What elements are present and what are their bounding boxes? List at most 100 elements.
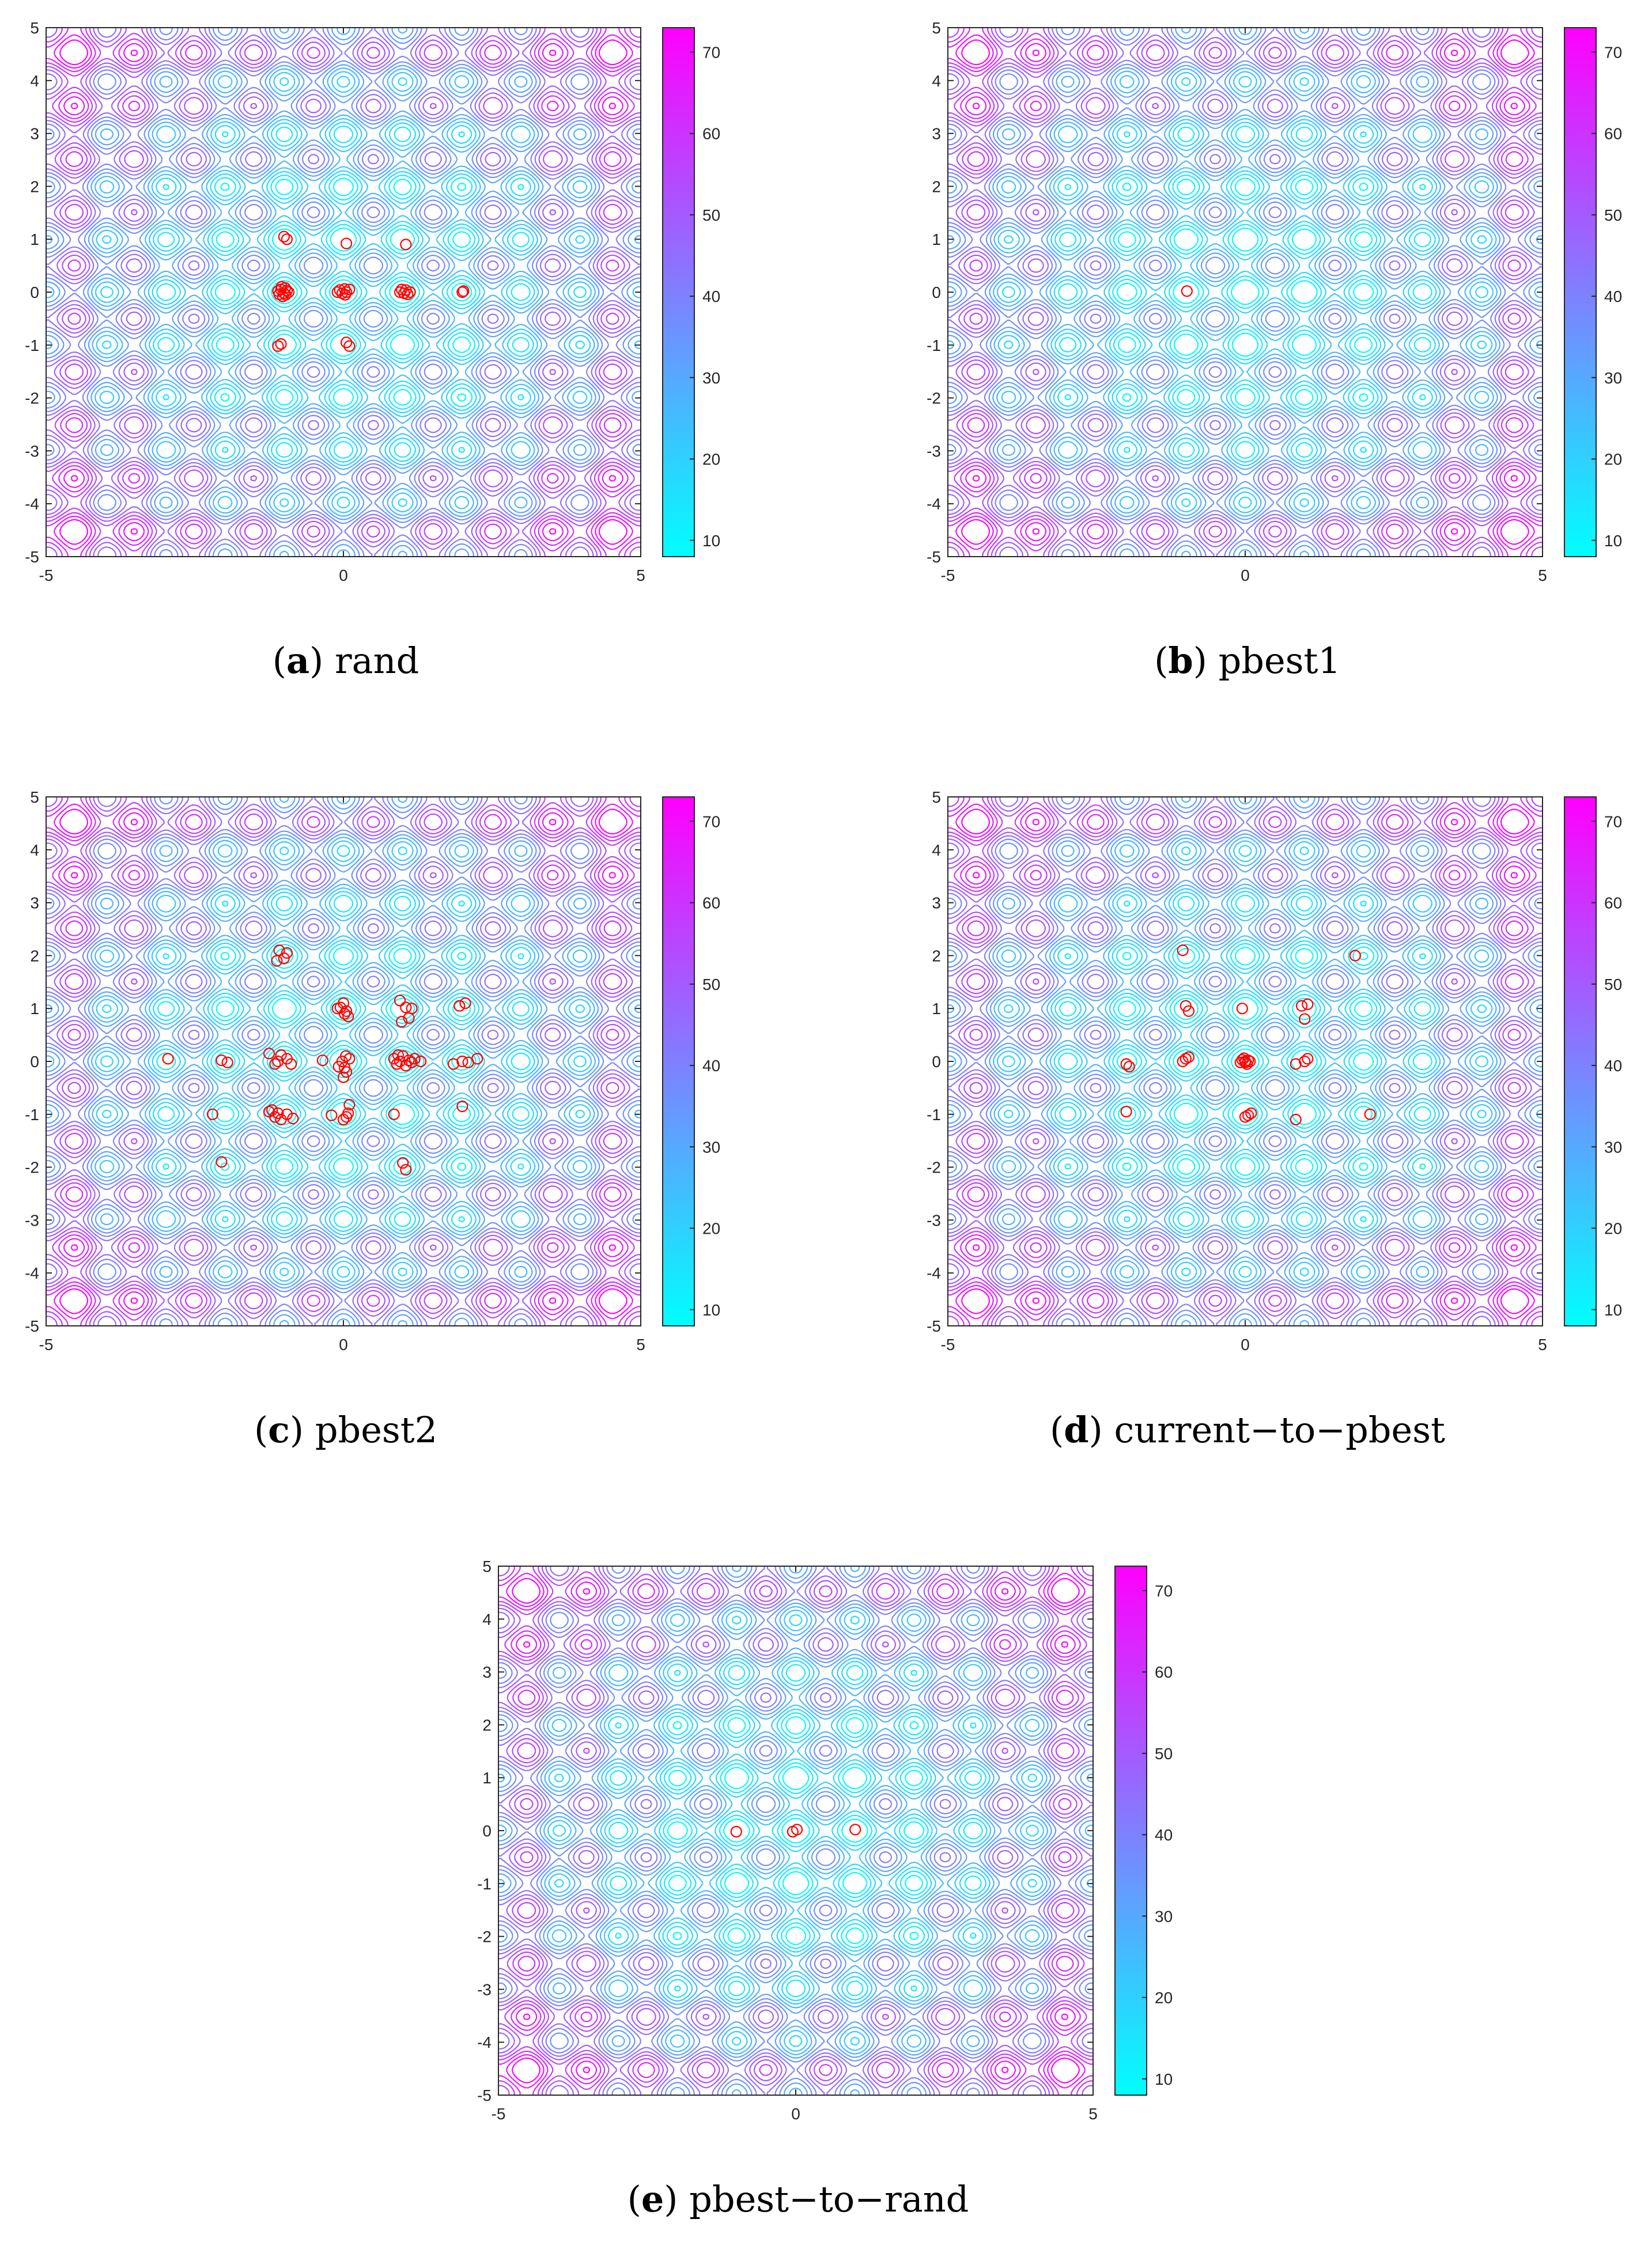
y-tick-label: -3 — [477, 1980, 492, 1998]
y-tick-label: -2 — [927, 390, 941, 407]
colorbar-tick-label: 40 — [702, 288, 720, 305]
y-tick-label: 3 — [932, 894, 941, 912]
caption-b: (b) pbest1 — [902, 640, 1593, 682]
y-tick-label: -4 — [927, 495, 941, 513]
x-tick-label: -5 — [39, 1336, 54, 1354]
colorbar-tick-label: 50 — [1155, 1745, 1173, 1763]
x-tick-label: 0 — [791, 2105, 800, 2123]
x-tick-label: -5 — [492, 2105, 506, 2123]
x-tick-label: 0 — [1241, 566, 1250, 584]
x-tick-label: -5 — [39, 566, 54, 584]
y-tick-label: -1 — [25, 337, 39, 354]
y-tick-label: 4 — [482, 1611, 492, 1628]
x-tick-label: -5 — [941, 1336, 955, 1354]
y-tick-label: 5 — [30, 788, 39, 806]
y-tick-label: 3 — [482, 1664, 492, 1681]
colorbar — [663, 28, 694, 557]
colorbar-tick-label: 50 — [1604, 206, 1622, 224]
y-tick-label: 1 — [482, 1769, 492, 1787]
colorbar-tick-label: 70 — [1604, 43, 1622, 61]
y-tick-label: -5 — [927, 548, 941, 566]
y-tick-label: 3 — [30, 894, 39, 912]
y-tick-label: -5 — [25, 1317, 39, 1335]
chart-panel-c: 5 4 3 2 1 0 -1 -2 -3 -4 -5 -5 0 5 70 60 50 40 30 20 10 (c) p… — [0, 769, 691, 1345]
caption-a: (a) rand — [0, 640, 691, 682]
x-tick-label: 5 — [636, 566, 645, 584]
colorbar-tick-label: 30 — [702, 1138, 720, 1156]
y-tick-label: -3 — [927, 1211, 941, 1229]
colorbar-tick-label: 20 — [1155, 1989, 1173, 2007]
y-tick-label: -1 — [927, 337, 941, 354]
y-tick-label: -1 — [25, 1106, 39, 1124]
y-tick-label: 5 — [932, 19, 941, 37]
y-tick-label: -4 — [477, 2033, 492, 2051]
colorbar-tick-label: 50 — [1604, 976, 1622, 993]
colorbar-tick-label: 30 — [1155, 1907, 1173, 1925]
y-tick-label: -3 — [25, 442, 39, 460]
y-tick-label: 0 — [932, 1053, 941, 1071]
colorbar-tick-label: 10 — [702, 1301, 720, 1319]
chart-panel-b: 5 4 3 2 1 0 -1 -2 -3 -4 -5 -5 0 5 70 60 50 40 30 20 10 (b) p… — [902, 0, 1593, 576]
colorbar-tick-label: 40 — [1604, 1057, 1622, 1075]
y-tick-label: 0 — [932, 283, 941, 301]
y-tick-label: -2 — [25, 390, 39, 407]
colorbar-tick-label: 10 — [1604, 1301, 1622, 1319]
colorbar-tick-label: 30 — [1604, 1138, 1622, 1156]
colorbar-tick-label: 60 — [702, 894, 720, 912]
y-tick-label: -2 — [927, 1159, 941, 1177]
colorbar-tick-label: 60 — [1604, 894, 1622, 912]
y-tick-label: 2 — [30, 947, 39, 965]
colorbar-tick-label: 40 — [702, 1057, 720, 1075]
colorbar-tick-label: 10 — [1604, 532, 1622, 550]
y-tick-label: -2 — [25, 1159, 39, 1177]
colorbar-tick-label: 70 — [702, 812, 720, 830]
y-tick-label: 4 — [932, 841, 941, 859]
x-tick-label: -5 — [941, 566, 955, 584]
caption-e: (e) pbest−to−rand — [452, 2178, 1144, 2220]
colorbar-tick-label: 50 — [702, 206, 720, 224]
x-tick-label: 5 — [1538, 566, 1547, 584]
y-tick-label: -5 — [25, 548, 39, 566]
plot-area — [948, 28, 1543, 557]
colorbar-tick-label: 20 — [702, 1220, 720, 1238]
caption-c: (c) pbest2 — [0, 1409, 691, 1451]
colorbar-tick-label: 50 — [702, 976, 720, 993]
y-tick-label: 5 — [932, 788, 941, 806]
y-tick-label: 3 — [30, 125, 39, 143]
colorbar — [1564, 797, 1596, 1326]
caption-d: (d) current−to−pbest — [902, 1409, 1593, 1451]
colorbar-tick-label: 70 — [1604, 812, 1622, 830]
y-tick-label: 4 — [932, 72, 941, 90]
y-tick-label: 2 — [482, 1716, 492, 1734]
colorbar-tick-label: 60 — [1155, 1664, 1173, 1681]
colorbar-tick-label: 20 — [1604, 451, 1622, 468]
y-tick-label: -4 — [25, 495, 39, 513]
y-tick-label: 5 — [482, 1558, 492, 1575]
y-tick-label: 2 — [30, 177, 39, 195]
y-tick-label: -5 — [927, 1317, 941, 1335]
y-tick-label: 0 — [30, 283, 39, 301]
y-tick-label: -4 — [25, 1264, 39, 1282]
colorbar-tick-label: 20 — [702, 451, 720, 468]
y-tick-label: -5 — [477, 2086, 492, 2104]
colorbar-tick-label: 30 — [1604, 369, 1622, 387]
y-tick-label: -3 — [927, 442, 941, 460]
y-tick-label: -1 — [477, 1875, 492, 1893]
y-tick-label: 1 — [30, 230, 39, 248]
y-tick-label: 1 — [30, 1000, 39, 1018]
y-tick-label: 3 — [932, 125, 941, 143]
y-tick-label: 1 — [932, 1000, 941, 1018]
x-tick-label: 0 — [339, 1336, 348, 1354]
x-tick-label: 0 — [1241, 1336, 1250, 1354]
colorbar-tick-label: 60 — [702, 125, 720, 143]
colorbar-tick-label: 60 — [1604, 125, 1622, 143]
colorbar-tick-label: 10 — [1155, 2070, 1173, 2088]
x-tick-label: 5 — [1088, 2105, 1098, 2123]
plot-area — [46, 28, 641, 557]
chart-panel-d: 5 4 3 2 1 0 -1 -2 -3 -4 -5 -5 0 5 70 60 50 40 30 20 10 (d) c… — [902, 769, 1593, 1345]
colorbar-tick-label: 70 — [702, 43, 720, 61]
y-tick-label: 4 — [30, 841, 39, 859]
